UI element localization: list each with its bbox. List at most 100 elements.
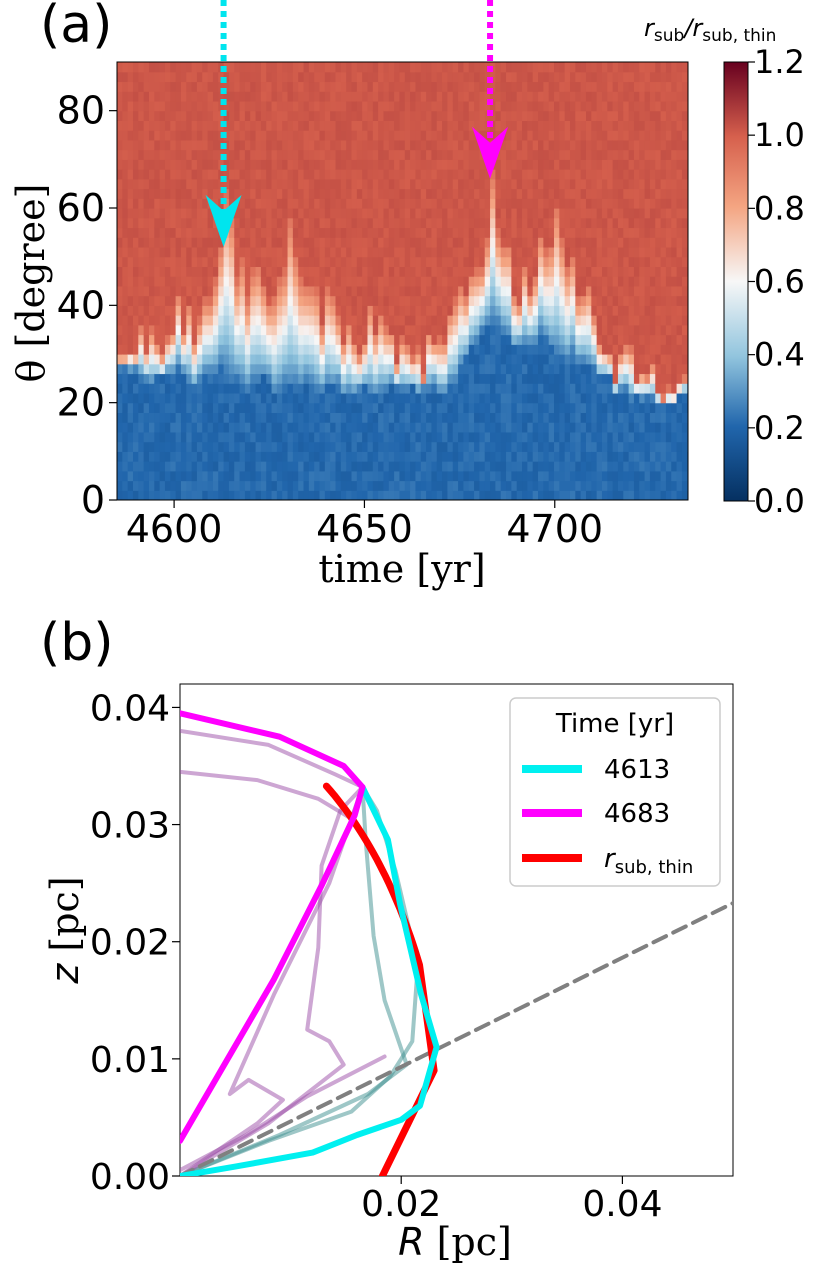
heatmap-cell [671,188,678,199]
heatmap-cell [287,71,294,83]
heatmap-cell [148,422,155,433]
heatmap-cell [484,490,491,500]
heatmap-cell [506,130,512,141]
heatmap-cell [569,451,576,462]
heatmap-cell [255,71,262,83]
heatmap-cell [148,198,155,209]
heatmap-cell [138,344,145,355]
heatmap-cell [159,344,166,355]
heatmap-cell [148,392,155,404]
heatmap-cell [234,461,241,472]
heatmap-cell [138,461,145,472]
heatmap-cell [612,256,619,267]
heatmap-cell [394,334,401,345]
heatmap-cell [474,402,480,413]
heatmap-cell [239,120,246,131]
heatmap-cell [324,120,331,131]
heatmap-cell [260,237,267,248]
heatmap-cell [346,295,353,306]
heatmap-cell [649,246,656,258]
heatmap-cell [314,451,321,462]
heatmap-cell [410,305,417,316]
heatmap-cell [367,81,374,92]
heatmap-cell [122,285,129,297]
heatmap-cell [617,110,624,121]
heatmap-cell [266,71,273,83]
heatmap-cell [442,422,449,433]
heatmap-cell [644,276,651,287]
heatmap-cell [292,315,299,326]
heatmap-cell [468,461,475,472]
heatmap-cell [180,480,187,491]
heatmap-cell [175,169,182,180]
heatmap-cell [495,470,502,482]
heatmap-cell [260,451,267,462]
heatmap-cell [580,315,587,326]
heatmap-cell [649,363,656,375]
heatmap-cell [404,461,411,472]
heatmap-cell [330,295,337,306]
heatmap-cell [388,480,395,491]
heatmap-cell [372,139,379,151]
heatmap-cell [154,324,161,336]
heatmap-cell [122,402,129,413]
heatmap-cell [569,305,576,316]
heatmap-cell [511,217,518,229]
heatmap-cell [415,81,422,92]
heatmap-cell [228,81,235,92]
heatmap-cell [298,490,305,500]
heatmap-cell [575,422,582,433]
heatmap-cell [127,227,134,238]
heatmap-cell [644,227,651,238]
heatmap-cell [346,237,353,248]
heatmap-cell [452,246,459,258]
heatmap-cell [266,227,273,238]
heatmap-cell [474,285,480,297]
heatmap-cell [463,373,470,384]
heatmap-cell [591,324,598,336]
heatmap-cell [543,110,550,121]
heatmap-cell [239,470,246,482]
heatmap-cell [170,480,177,491]
heatmap-cell [420,392,427,404]
heatmap-cell [244,470,251,482]
heatmap-cell [665,373,672,384]
heatmap-cell [442,461,449,472]
heatmap-cell [186,71,193,83]
y-axis-label-b: z [pc] [43,876,87,984]
heatmap-cell [623,412,630,423]
heatmap-cell [468,315,475,326]
heatmap-cell [356,422,363,433]
heatmap-cell [564,422,571,433]
heatmap-cell [415,120,422,131]
heatmap-cell [442,178,449,190]
heatmap-cell [655,441,662,452]
heatmap-cell [148,217,155,229]
heatmap-cell [500,315,507,326]
heatmap-cell [649,217,656,229]
heatmap-cell [378,237,385,248]
heatmap-cell [250,344,257,355]
heatmap-cell [287,422,294,433]
heatmap-cell [404,324,411,336]
heatmap-cell [266,470,273,482]
heatmap-cell [527,227,534,238]
heatmap-cell [303,81,310,92]
heatmap-cell [564,431,571,443]
heatmap-cell [228,285,235,297]
heatmap-cell [148,285,155,297]
heatmap-cell [202,363,209,375]
heatmap-cell [298,188,305,199]
heatmap-cell [601,159,608,170]
heatmap-cell [223,383,230,394]
heatmap-cell [554,470,560,482]
heatmap-cell [239,324,246,336]
heatmap-cell [628,295,635,306]
heatmap-cell [681,490,688,500]
heatmap-cell [575,120,582,131]
heatmap-cell [649,237,656,248]
heatmap-cell [452,139,459,151]
heatmap-cell [543,470,550,482]
heatmap-cell [266,159,273,170]
heatmap-cell [250,71,257,83]
